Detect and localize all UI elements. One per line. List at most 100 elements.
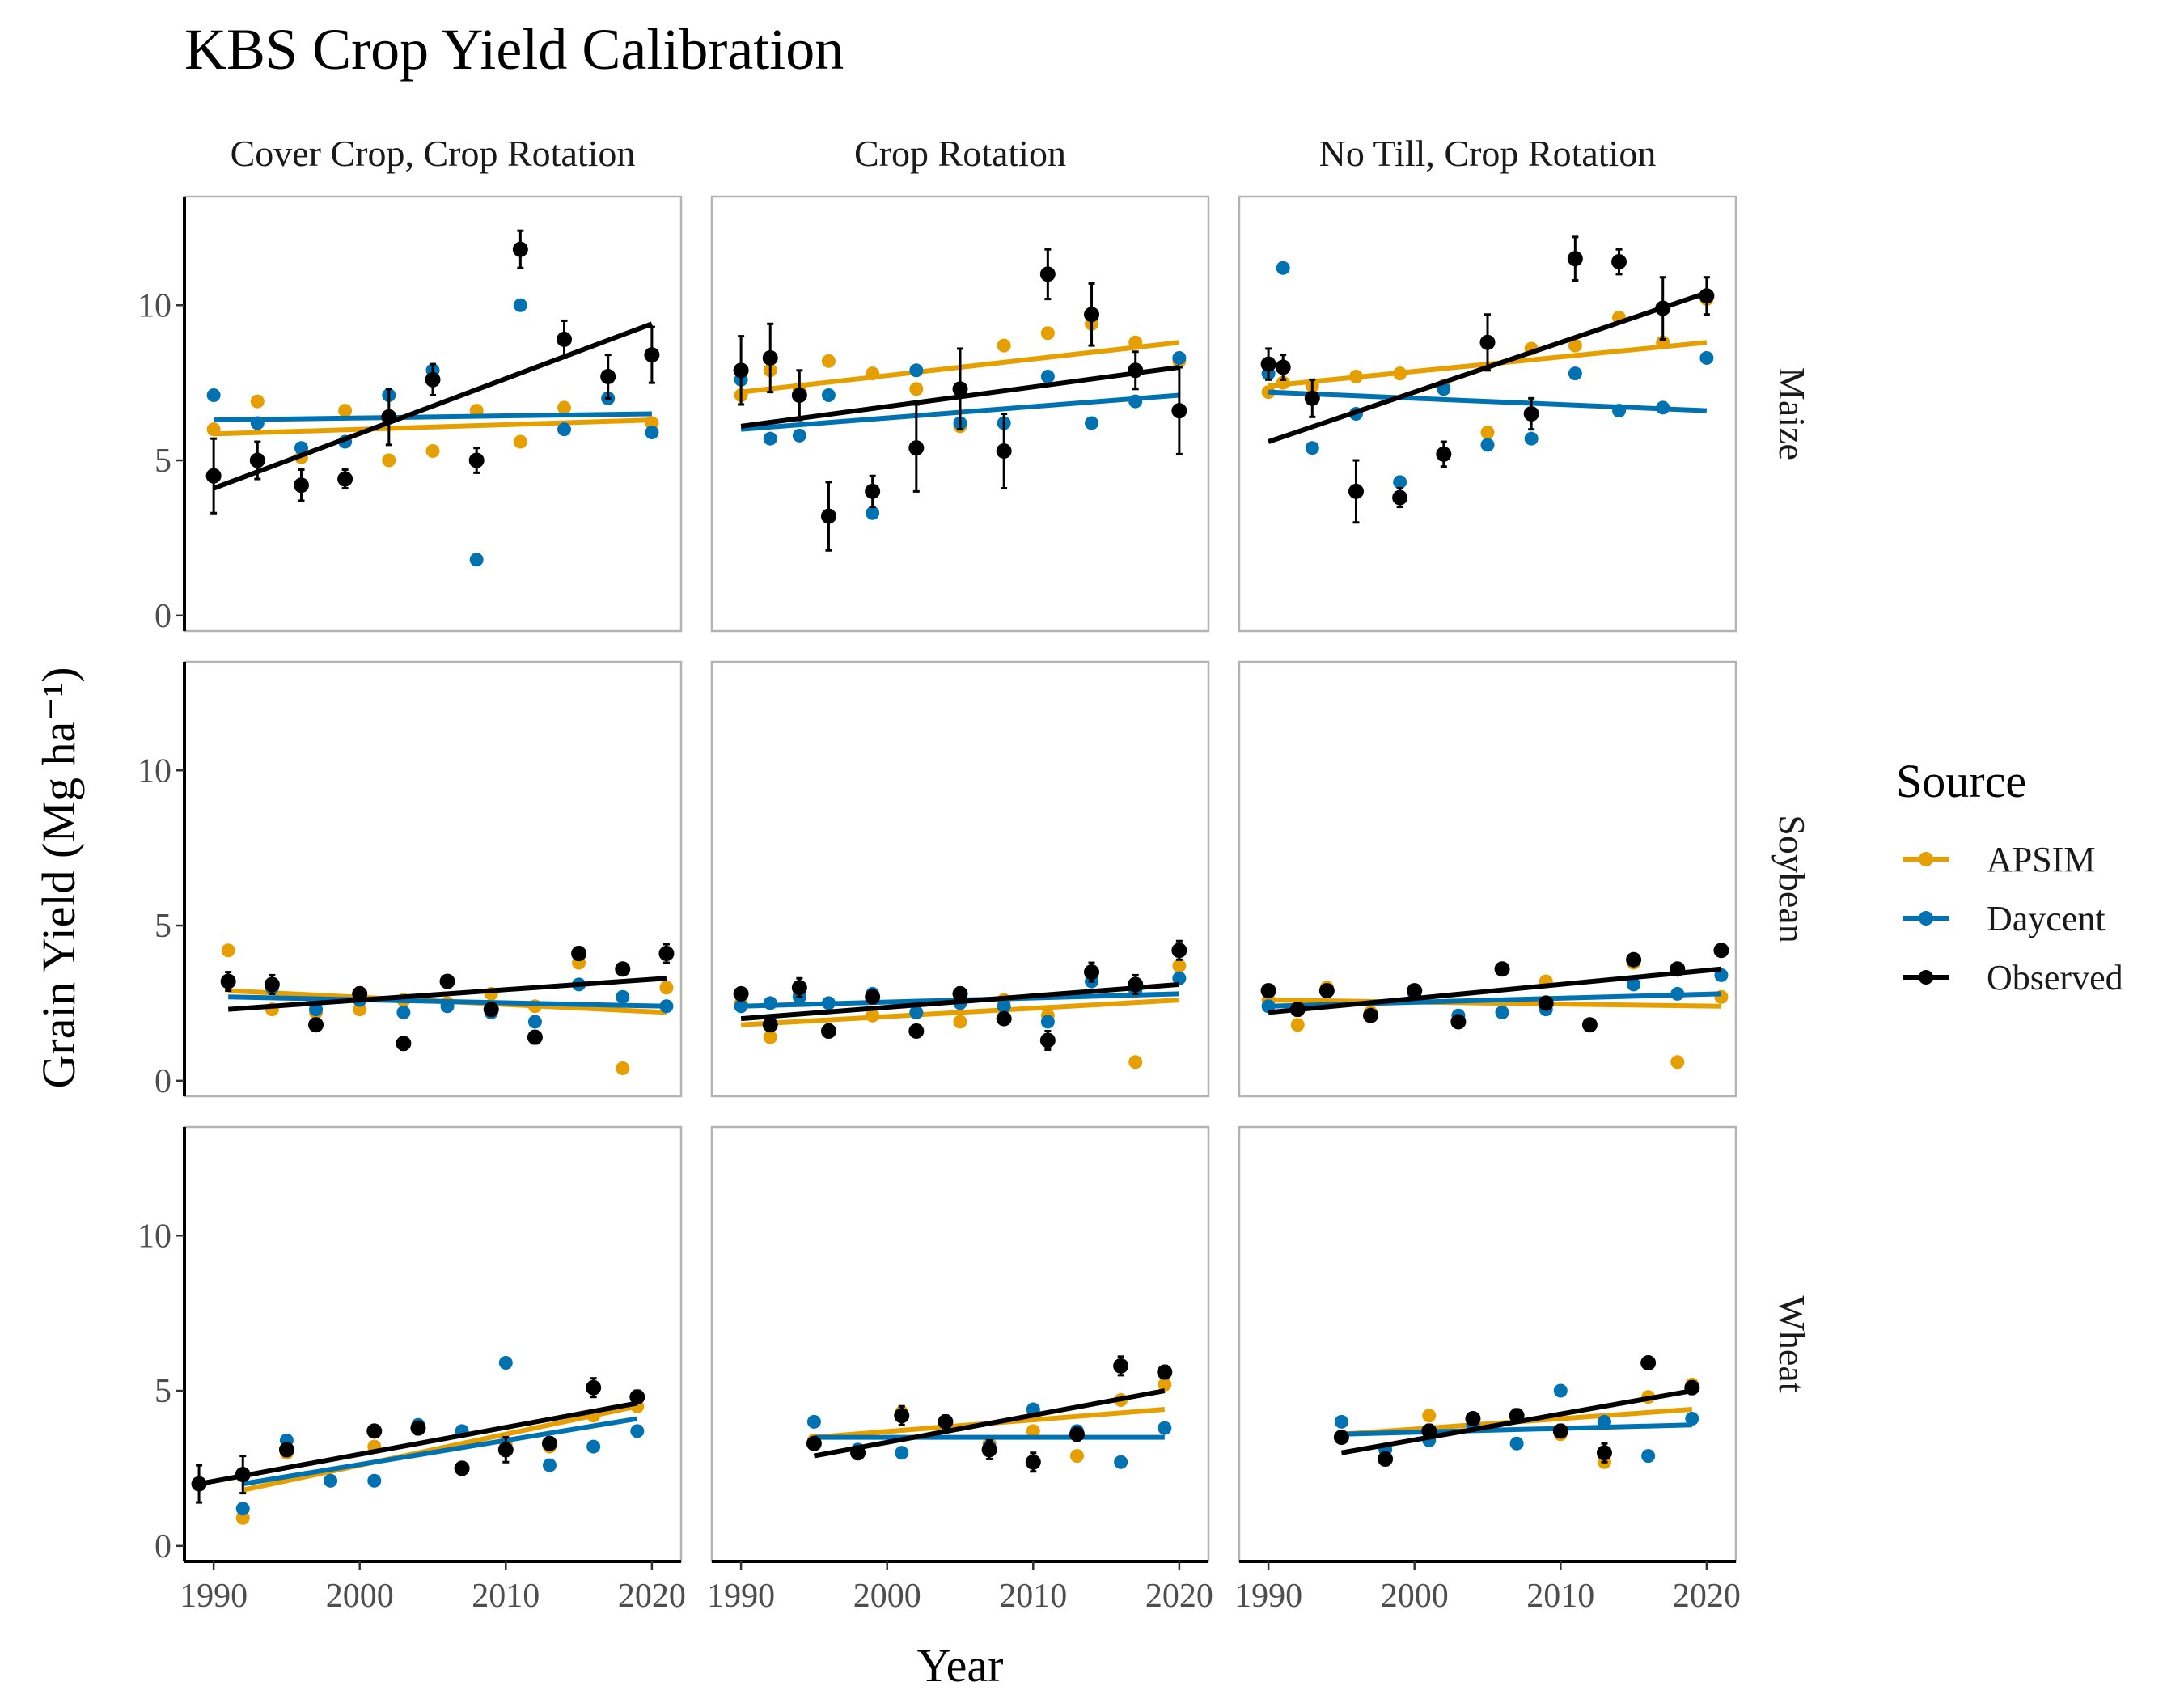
data-point-daycent: [1305, 441, 1319, 455]
data-point-daycent: [792, 428, 806, 443]
data-point-observed: [1450, 1014, 1467, 1030]
data-point-daycent: [1568, 366, 1582, 381]
panel-wheat-crop-rotation: 1990 2000 2010 2020: [707, 1125, 1213, 1615]
x-tick-label: 1990: [1234, 1578, 1302, 1615]
data-point-daycent: [498, 1356, 513, 1370]
legend-item-observed: Observed: [1903, 958, 2123, 998]
data-point-observed: [952, 985, 968, 1002]
legend-key-point: [1919, 852, 1933, 866]
legend-label: Daycent: [1987, 899, 2106, 938]
data-point-observed: [1260, 356, 1276, 372]
data-point-observed: [1626, 951, 1642, 968]
x-tick-label: 1990: [707, 1578, 775, 1615]
data-point-observed: [996, 443, 1012, 460]
trend-line-observed: [1340, 1388, 1693, 1455]
data-point-daycent: [513, 298, 527, 312]
x-tick-label: 2010: [1526, 1578, 1594, 1615]
data-point-observed: [865, 483, 881, 499]
panel-soybean-cover-crop-crop-rotation: 0 5 10: [138, 660, 683, 1100]
data-point-observed: [1333, 1430, 1349, 1446]
legend-item-daycent: Daycent: [1903, 899, 2106, 938]
y-tick-label: 5: [154, 1373, 171, 1410]
x-axis-title: Year: [917, 1639, 1004, 1692]
trend-line-apsim: [740, 998, 1180, 1027]
chart-title: KBS Crop Yield Calibration: [184, 17, 844, 82]
facet-column-label: Cover Crop, Crop Rotation: [231, 133, 636, 174]
data-point-observed: [439, 973, 455, 989]
trend-line-apsim: [1268, 998, 1721, 1009]
data-point-daycent: [469, 553, 484, 567]
data-point-observed: [293, 477, 309, 494]
data-point-apsim: [1158, 1377, 1172, 1392]
series-observed: [1333, 1355, 1700, 1467]
data-point-daycent: [806, 1414, 821, 1429]
data-point-daycent: [1553, 1383, 1568, 1398]
data-point-apsim: [821, 354, 836, 368]
series-observed: [1260, 943, 1729, 1033]
plot-area: 0 5 10 0 5 10 0 5 10 1990 2000 2010 2020 1990 2000 2010…: [138, 133, 1813, 1615]
data-point-observed: [908, 440, 925, 456]
data-point-observed: [1465, 1411, 1481, 1427]
y-tick-label: 10: [138, 752, 171, 790]
data-point-observed: [308, 1017, 324, 1033]
panel-maize-no-till-crop-rotation: [1238, 195, 1737, 633]
trend-line-observed: [740, 981, 1180, 1022]
data-point-observed: [1039, 1032, 1056, 1048]
data-point-observed: [1318, 983, 1335, 999]
data-point-apsim: [1172, 959, 1187, 973]
data-point-observed: [791, 980, 807, 996]
data-point-daycent: [527, 1015, 542, 1029]
panel-border: [1238, 195, 1737, 633]
panel-wheat-no-till-crop-rotation: 1990 2000 2010 2020: [1234, 1125, 1741, 1615]
data-point-observed: [410, 1420, 426, 1436]
legend-label: Observed: [1987, 958, 2123, 998]
series-daycent: [206, 298, 659, 567]
x-tick-label: 2000: [1381, 1578, 1449, 1615]
panel-border: [1238, 1125, 1737, 1563]
data-point-daycent: [909, 363, 924, 378]
data-point-observed: [1596, 1445, 1612, 1461]
y-tick-label: 10: [138, 1218, 171, 1255]
data-point-observed: [806, 1435, 822, 1451]
panel-border: [183, 1125, 683, 1563]
data-point-daycent: [309, 1002, 324, 1017]
facet-row-label: Soybean: [1771, 815, 1813, 943]
data-point-daycent: [1495, 1005, 1509, 1019]
data-point-apsim: [338, 404, 353, 418]
series-observed: [733, 248, 1187, 552]
data-point-observed: [1523, 406, 1539, 422]
data-point-observed: [981, 1442, 997, 1458]
trend-line-observed: [1268, 966, 1722, 1015]
y-axis-title: Grain Yield (Mg ha⁻¹): [32, 667, 85, 1088]
data-point-daycent: [1393, 475, 1407, 489]
data-point-apsim: [997, 338, 1011, 353]
series-observed: [1260, 235, 1715, 524]
data-point-apsim: [1040, 326, 1055, 341]
data-point-daycent: [616, 989, 630, 1004]
data-point-daycent: [1276, 261, 1290, 275]
data-point-daycent: [557, 422, 572, 437]
data-point-apsim: [659, 981, 674, 995]
panel-maize-cover-crop-crop-rotation: 0 5 10: [138, 195, 683, 635]
series-observed: [220, 943, 675, 1052]
data-point-observed: [615, 961, 631, 977]
legend-key-point: [1919, 911, 1933, 926]
data-point-daycent: [1685, 1412, 1699, 1426]
series-observed: [733, 939, 1187, 1051]
legend-item-apsim: APSIM: [1903, 840, 2096, 879]
data-point-apsim: [1128, 1055, 1143, 1070]
data-point-daycent: [542, 1458, 557, 1472]
data-point-daycent: [235, 1502, 250, 1516]
data-point-daycent: [1509, 1436, 1524, 1451]
legend-key-point: [1919, 970, 1933, 985]
x-tick-label: 1990: [180, 1578, 248, 1615]
data-point-observed: [264, 976, 280, 993]
data-point-observed: [1304, 390, 1320, 406]
series-observed: [205, 229, 660, 515]
data-point-observed: [820, 1023, 836, 1039]
data-point-apsim: [1069, 1449, 1084, 1464]
trend-line-daycent: [1341, 1422, 1692, 1437]
data-point-daycent: [294, 441, 308, 455]
trend-line-observed: [198, 1400, 638, 1487]
data-point-observed: [1479, 334, 1496, 350]
